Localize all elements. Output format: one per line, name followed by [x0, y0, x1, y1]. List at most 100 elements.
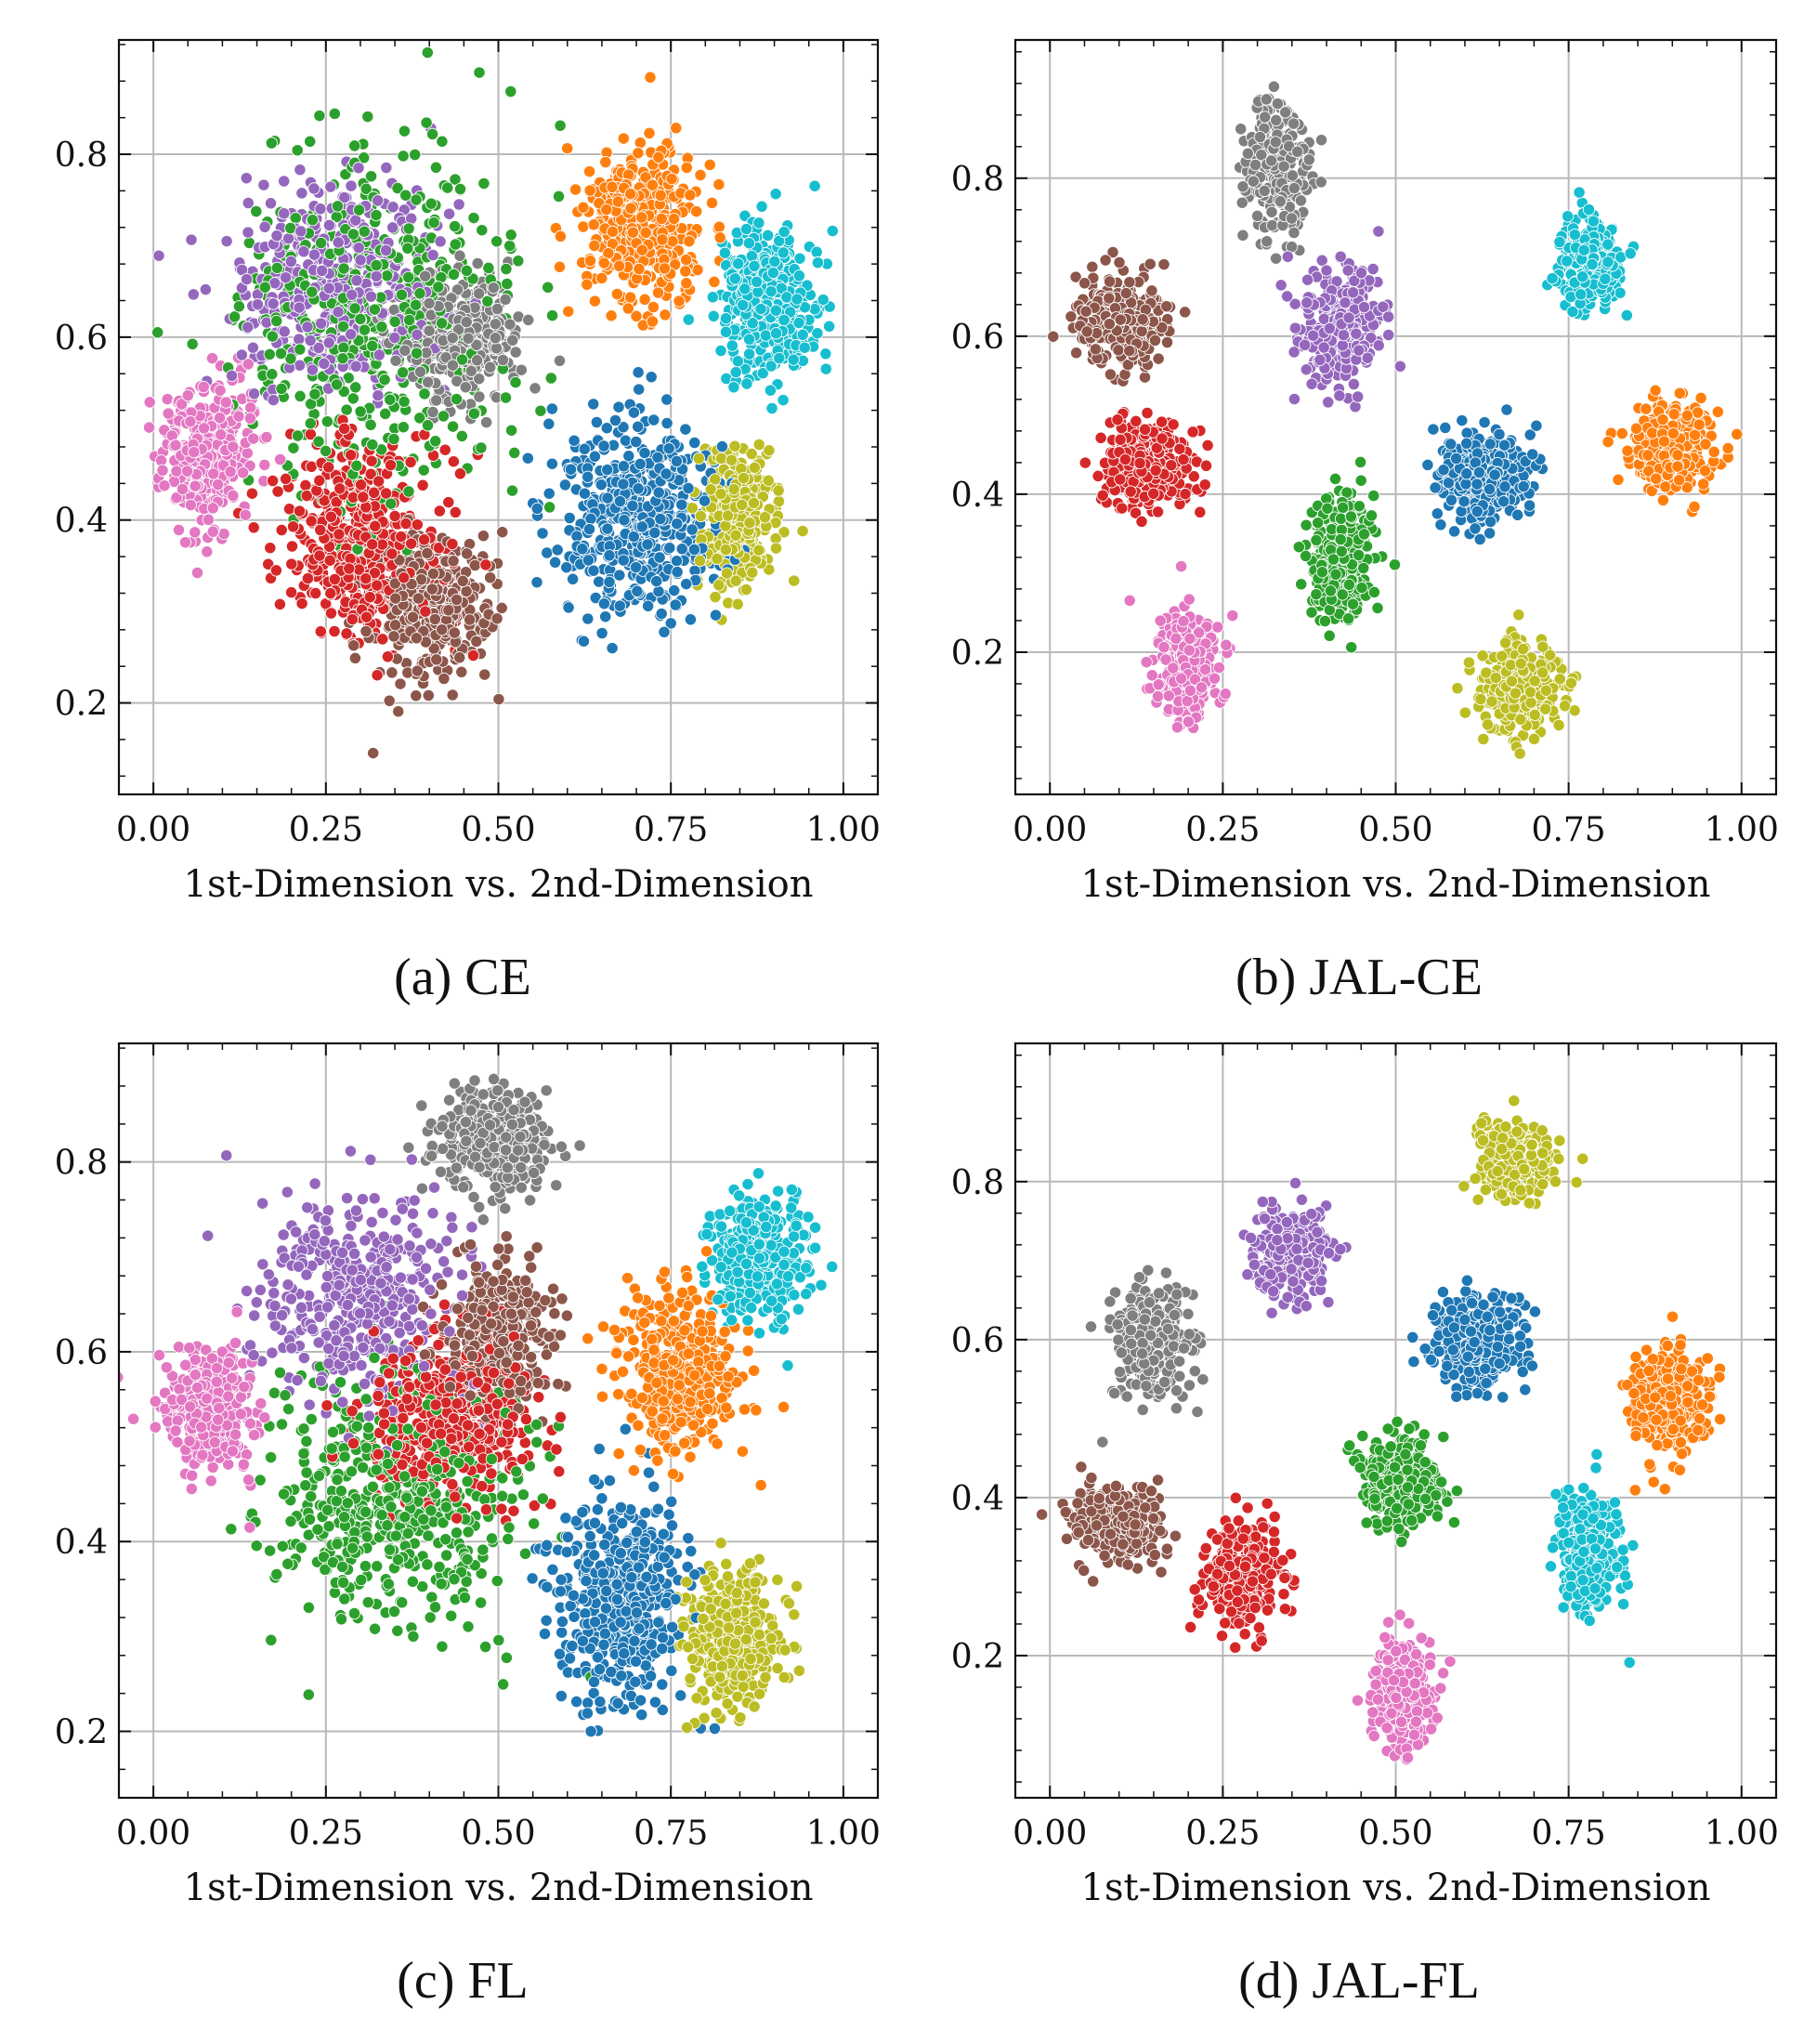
data-point [745, 447, 758, 461]
data-point [725, 339, 739, 352]
data-point [503, 239, 516, 253]
data-point [242, 196, 255, 210]
data-point [748, 259, 761, 273]
data-point [742, 333, 756, 346]
data-point [242, 358, 255, 371]
data-point [293, 301, 306, 314]
data-point [246, 341, 260, 354]
data-point [780, 291, 793, 304]
data-point [162, 407, 175, 420]
data-point [658, 625, 671, 638]
data-point [422, 688, 435, 702]
data-point [686, 523, 699, 536]
data-point [299, 478, 312, 492]
data-point [769, 327, 783, 340]
data-point [291, 144, 304, 157]
data-point [197, 380, 210, 394]
data-point [409, 148, 422, 162]
data-point [660, 467, 673, 480]
data-point [198, 422, 211, 435]
data-point [427, 216, 440, 229]
data-point [588, 239, 601, 253]
data-point [610, 287, 624, 301]
data-point [551, 544, 564, 557]
data-point [750, 275, 764, 289]
data-point [725, 453, 739, 466]
data-point [215, 428, 228, 441]
data-point [501, 277, 514, 291]
data-point [449, 173, 462, 186]
data-point [406, 610, 420, 623]
data-point [798, 341, 811, 354]
data-point [156, 464, 169, 477]
data-point [470, 354, 484, 367]
data-point [644, 71, 657, 84]
data-point [441, 181, 454, 194]
data-point [728, 439, 741, 452]
data-point [638, 446, 651, 460]
data-point [346, 228, 360, 241]
data-point [545, 457, 559, 470]
data-point [446, 688, 459, 701]
data-point [634, 136, 647, 150]
data-point [530, 576, 543, 589]
data-point [742, 347, 756, 360]
data-point [617, 554, 630, 567]
data-point [453, 249, 466, 262]
data-point [449, 238, 462, 251]
data-point [1236, 229, 1249, 242]
data-point [587, 218, 600, 231]
data-point [566, 572, 580, 585]
data-point [432, 542, 446, 555]
data-point [301, 321, 314, 334]
data-point [719, 325, 733, 338]
data-point [694, 168, 707, 182]
data-point [207, 467, 220, 480]
data-point [504, 424, 518, 437]
data-point [482, 261, 495, 275]
data-point [359, 624, 373, 638]
data-point [1434, 518, 1447, 531]
data-point [582, 522, 596, 536]
data-point [811, 327, 824, 340]
data-point [258, 220, 271, 233]
data-point [822, 320, 836, 333]
data-point [666, 235, 679, 248]
data-point [713, 231, 726, 244]
data-point [402, 313, 416, 327]
data-point [1388, 558, 1402, 571]
data-point [294, 343, 307, 356]
data-point [322, 461, 335, 474]
data-point [761, 229, 775, 242]
data-point [352, 203, 366, 216]
data-point [421, 419, 435, 432]
data-point [189, 479, 202, 492]
data-point [634, 457, 647, 471]
data-point [236, 466, 250, 479]
data-point [763, 444, 776, 457]
data-point [425, 127, 439, 141]
data-point [766, 266, 780, 280]
data-point [442, 207, 456, 220]
data-point [490, 612, 503, 625]
data-point [437, 410, 451, 423]
data-point [413, 365, 427, 378]
data-point [600, 203, 613, 216]
data-point [388, 619, 402, 632]
data-point [447, 455, 460, 468]
data-point [435, 317, 449, 330]
data-point [336, 352, 349, 365]
caption: (b) JAL-CE [1235, 949, 1483, 1006]
data-point [274, 347, 288, 360]
data-point [788, 574, 801, 587]
data-point [450, 392, 464, 406]
data-point [348, 651, 362, 665]
data-point [388, 315, 401, 328]
data-point [660, 416, 673, 430]
data-point [477, 177, 490, 190]
data-point [158, 479, 171, 492]
data-point [496, 353, 510, 367]
data-point [436, 623, 449, 636]
data-point [330, 378, 344, 391]
data-point [777, 246, 790, 259]
